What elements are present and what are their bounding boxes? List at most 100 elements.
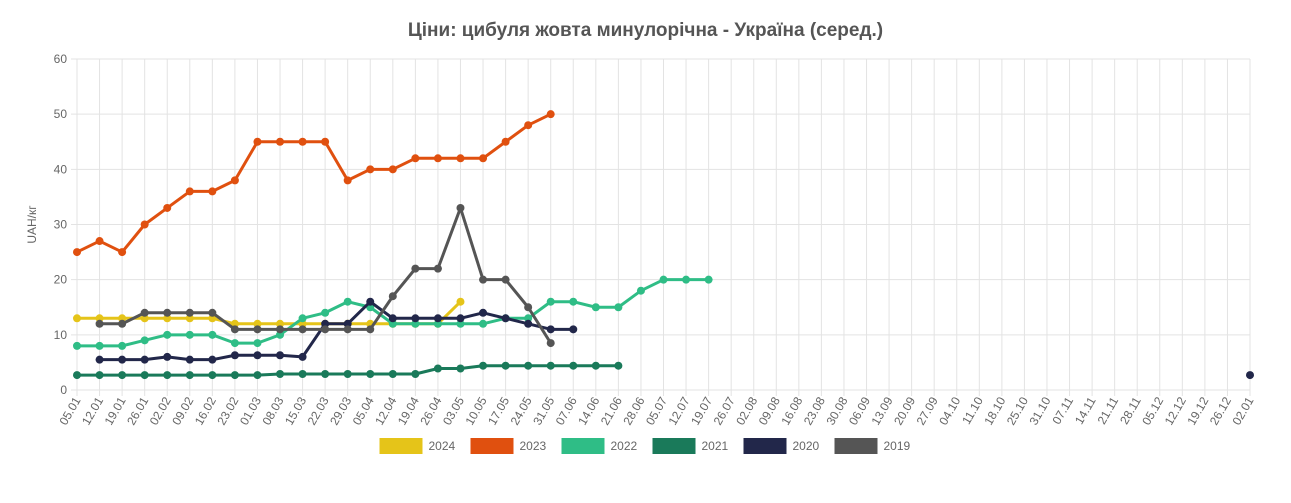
data-point[interactable] [433, 364, 442, 373]
data-point[interactable] [388, 165, 397, 174]
data-point[interactable] [118, 371, 127, 380]
data-point[interactable] [659, 275, 668, 284]
data-point[interactable] [298, 314, 307, 323]
data-point[interactable] [321, 319, 330, 328]
data-point[interactable] [321, 137, 330, 146]
legend-item-2023[interactable]: 2023 [470, 438, 547, 454]
data-point[interactable] [298, 352, 307, 361]
data-point[interactable] [163, 330, 172, 339]
data-point[interactable] [388, 292, 397, 301]
data-point[interactable] [614, 361, 623, 370]
data-point[interactable] [253, 339, 262, 348]
data-point[interactable] [388, 319, 397, 328]
data-point[interactable] [118, 248, 127, 257]
data-point[interactable] [163, 352, 172, 361]
data-point[interactable] [95, 319, 104, 328]
data-point[interactable] [411, 154, 420, 163]
legend-item-2021[interactable]: 2021 [652, 438, 729, 454]
data-point[interactable] [501, 314, 510, 323]
data-point[interactable] [479, 319, 488, 328]
data-point[interactable] [546, 110, 555, 119]
data-point[interactable] [524, 121, 533, 130]
data-point[interactable] [343, 297, 352, 306]
data-point[interactable] [185, 308, 194, 317]
data-point[interactable] [95, 371, 104, 380]
data-point[interactable] [546, 339, 555, 348]
data-point[interactable] [140, 371, 149, 380]
legend-item-2020[interactable]: 2020 [743, 438, 820, 454]
legend-item-2022[interactable]: 2022 [561, 438, 638, 454]
data-point[interactable] [208, 371, 217, 380]
data-point[interactable] [185, 330, 194, 339]
data-point[interactable] [343, 370, 352, 379]
data-point[interactable] [208, 330, 217, 339]
data-point[interactable] [253, 351, 262, 360]
data-point[interactable] [456, 319, 465, 328]
data-point[interactable] [388, 370, 397, 379]
data-point[interactable] [591, 361, 600, 370]
data-point[interactable] [230, 351, 239, 360]
data-point[interactable] [95, 314, 104, 323]
data-point[interactable] [163, 308, 172, 317]
data-point[interactable] [140, 355, 149, 364]
data-point[interactable] [501, 275, 510, 284]
data-point[interactable] [140, 308, 149, 317]
data-point[interactable] [73, 248, 81, 257]
data-point[interactable] [185, 355, 194, 364]
data-point[interactable] [276, 137, 285, 146]
data-point[interactable] [411, 370, 420, 379]
data-point[interactable] [118, 355, 127, 364]
data-point[interactable] [163, 203, 172, 212]
data-point[interactable] [298, 370, 307, 379]
data-point[interactable] [411, 319, 420, 328]
data-point[interactable] [95, 355, 104, 364]
data-point[interactable] [411, 314, 420, 323]
data-point[interactable] [73, 341, 81, 350]
data-point[interactable] [298, 137, 307, 146]
data-point[interactable] [276, 325, 285, 334]
data-point[interactable] [636, 286, 645, 295]
data-point[interactable] [208, 187, 217, 196]
data-point[interactable] [321, 370, 330, 379]
data-point[interactable] [546, 361, 555, 370]
data-point[interactable] [479, 361, 488, 370]
data-point[interactable] [524, 314, 533, 323]
data-point[interactable] [163, 371, 172, 380]
data-point[interactable] [456, 203, 465, 212]
data-point[interactable] [95, 237, 104, 246]
data-point[interactable] [704, 275, 713, 284]
data-point[interactable] [298, 325, 307, 334]
data-point[interactable] [276, 370, 285, 379]
data-point[interactable] [118, 314, 127, 323]
data-point[interactable] [208, 314, 217, 323]
data-point[interactable] [388, 314, 397, 323]
data-point[interactable] [208, 355, 217, 364]
data-point[interactable] [479, 308, 488, 317]
data-point[interactable] [73, 371, 81, 380]
data-point[interactable] [479, 154, 488, 163]
data-point[interactable] [276, 330, 285, 339]
data-point[interactable] [185, 314, 194, 323]
data-point[interactable] [253, 319, 262, 328]
data-point[interactable] [343, 176, 352, 185]
data-point[interactable] [118, 341, 127, 350]
legend-item-2019[interactable]: 2019 [834, 438, 911, 454]
data-point[interactable] [411, 264, 420, 273]
data-point[interactable] [456, 297, 465, 306]
data-point[interactable] [230, 339, 239, 348]
data-point[interactable] [140, 314, 149, 323]
data-point[interactable] [546, 325, 555, 334]
data-point[interactable] [140, 336, 149, 345]
data-point[interactable] [343, 325, 352, 334]
data-point[interactable] [501, 361, 510, 370]
data-point[interactable] [163, 314, 172, 323]
data-point[interactable] [230, 319, 239, 328]
data-point[interactable] [433, 264, 442, 273]
data-point[interactable] [185, 187, 194, 196]
data-point[interactable] [343, 319, 352, 328]
data-point[interactable] [1246, 371, 1254, 380]
data-point[interactable] [73, 314, 81, 323]
data-point[interactable] [569, 361, 578, 370]
data-point[interactable] [140, 220, 149, 229]
data-point[interactable] [253, 137, 262, 146]
